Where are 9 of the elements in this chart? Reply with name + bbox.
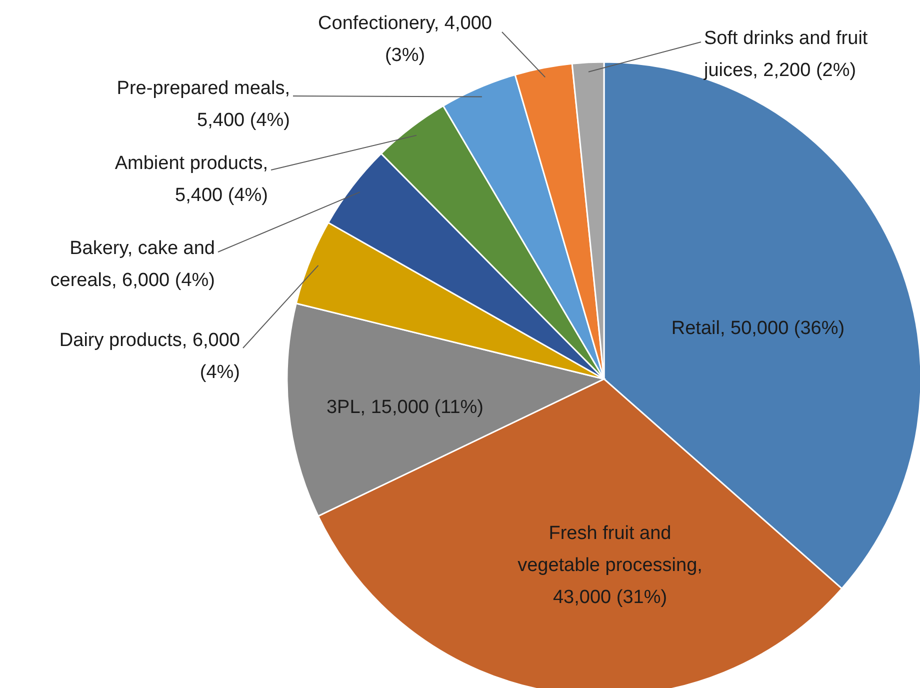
slice-label: Retail, 50,000 (36%): [671, 318, 845, 339]
slice-label: Soft drinks and fruit juices, 2,200 (2%): [703, 28, 868, 81]
slice-label: Pre-prepared meals, 5,400 (4%): [116, 78, 290, 131]
slice-label: Bakery, cake and cereals, 6,000 (4%): [50, 238, 215, 291]
slice-label: Dairy products, 6,000 (4%): [59, 330, 240, 383]
slice-label: 3PL, 15,000 (11%): [326, 397, 484, 418]
slice-label: Ambient products, 5,400 (4%): [114, 153, 268, 206]
slice-label: Confectionery, 4,000 (3%): [318, 13, 492, 66]
slice-label: Fresh fruit and vegetable processing, 43,000 (31%): [518, 523, 702, 608]
